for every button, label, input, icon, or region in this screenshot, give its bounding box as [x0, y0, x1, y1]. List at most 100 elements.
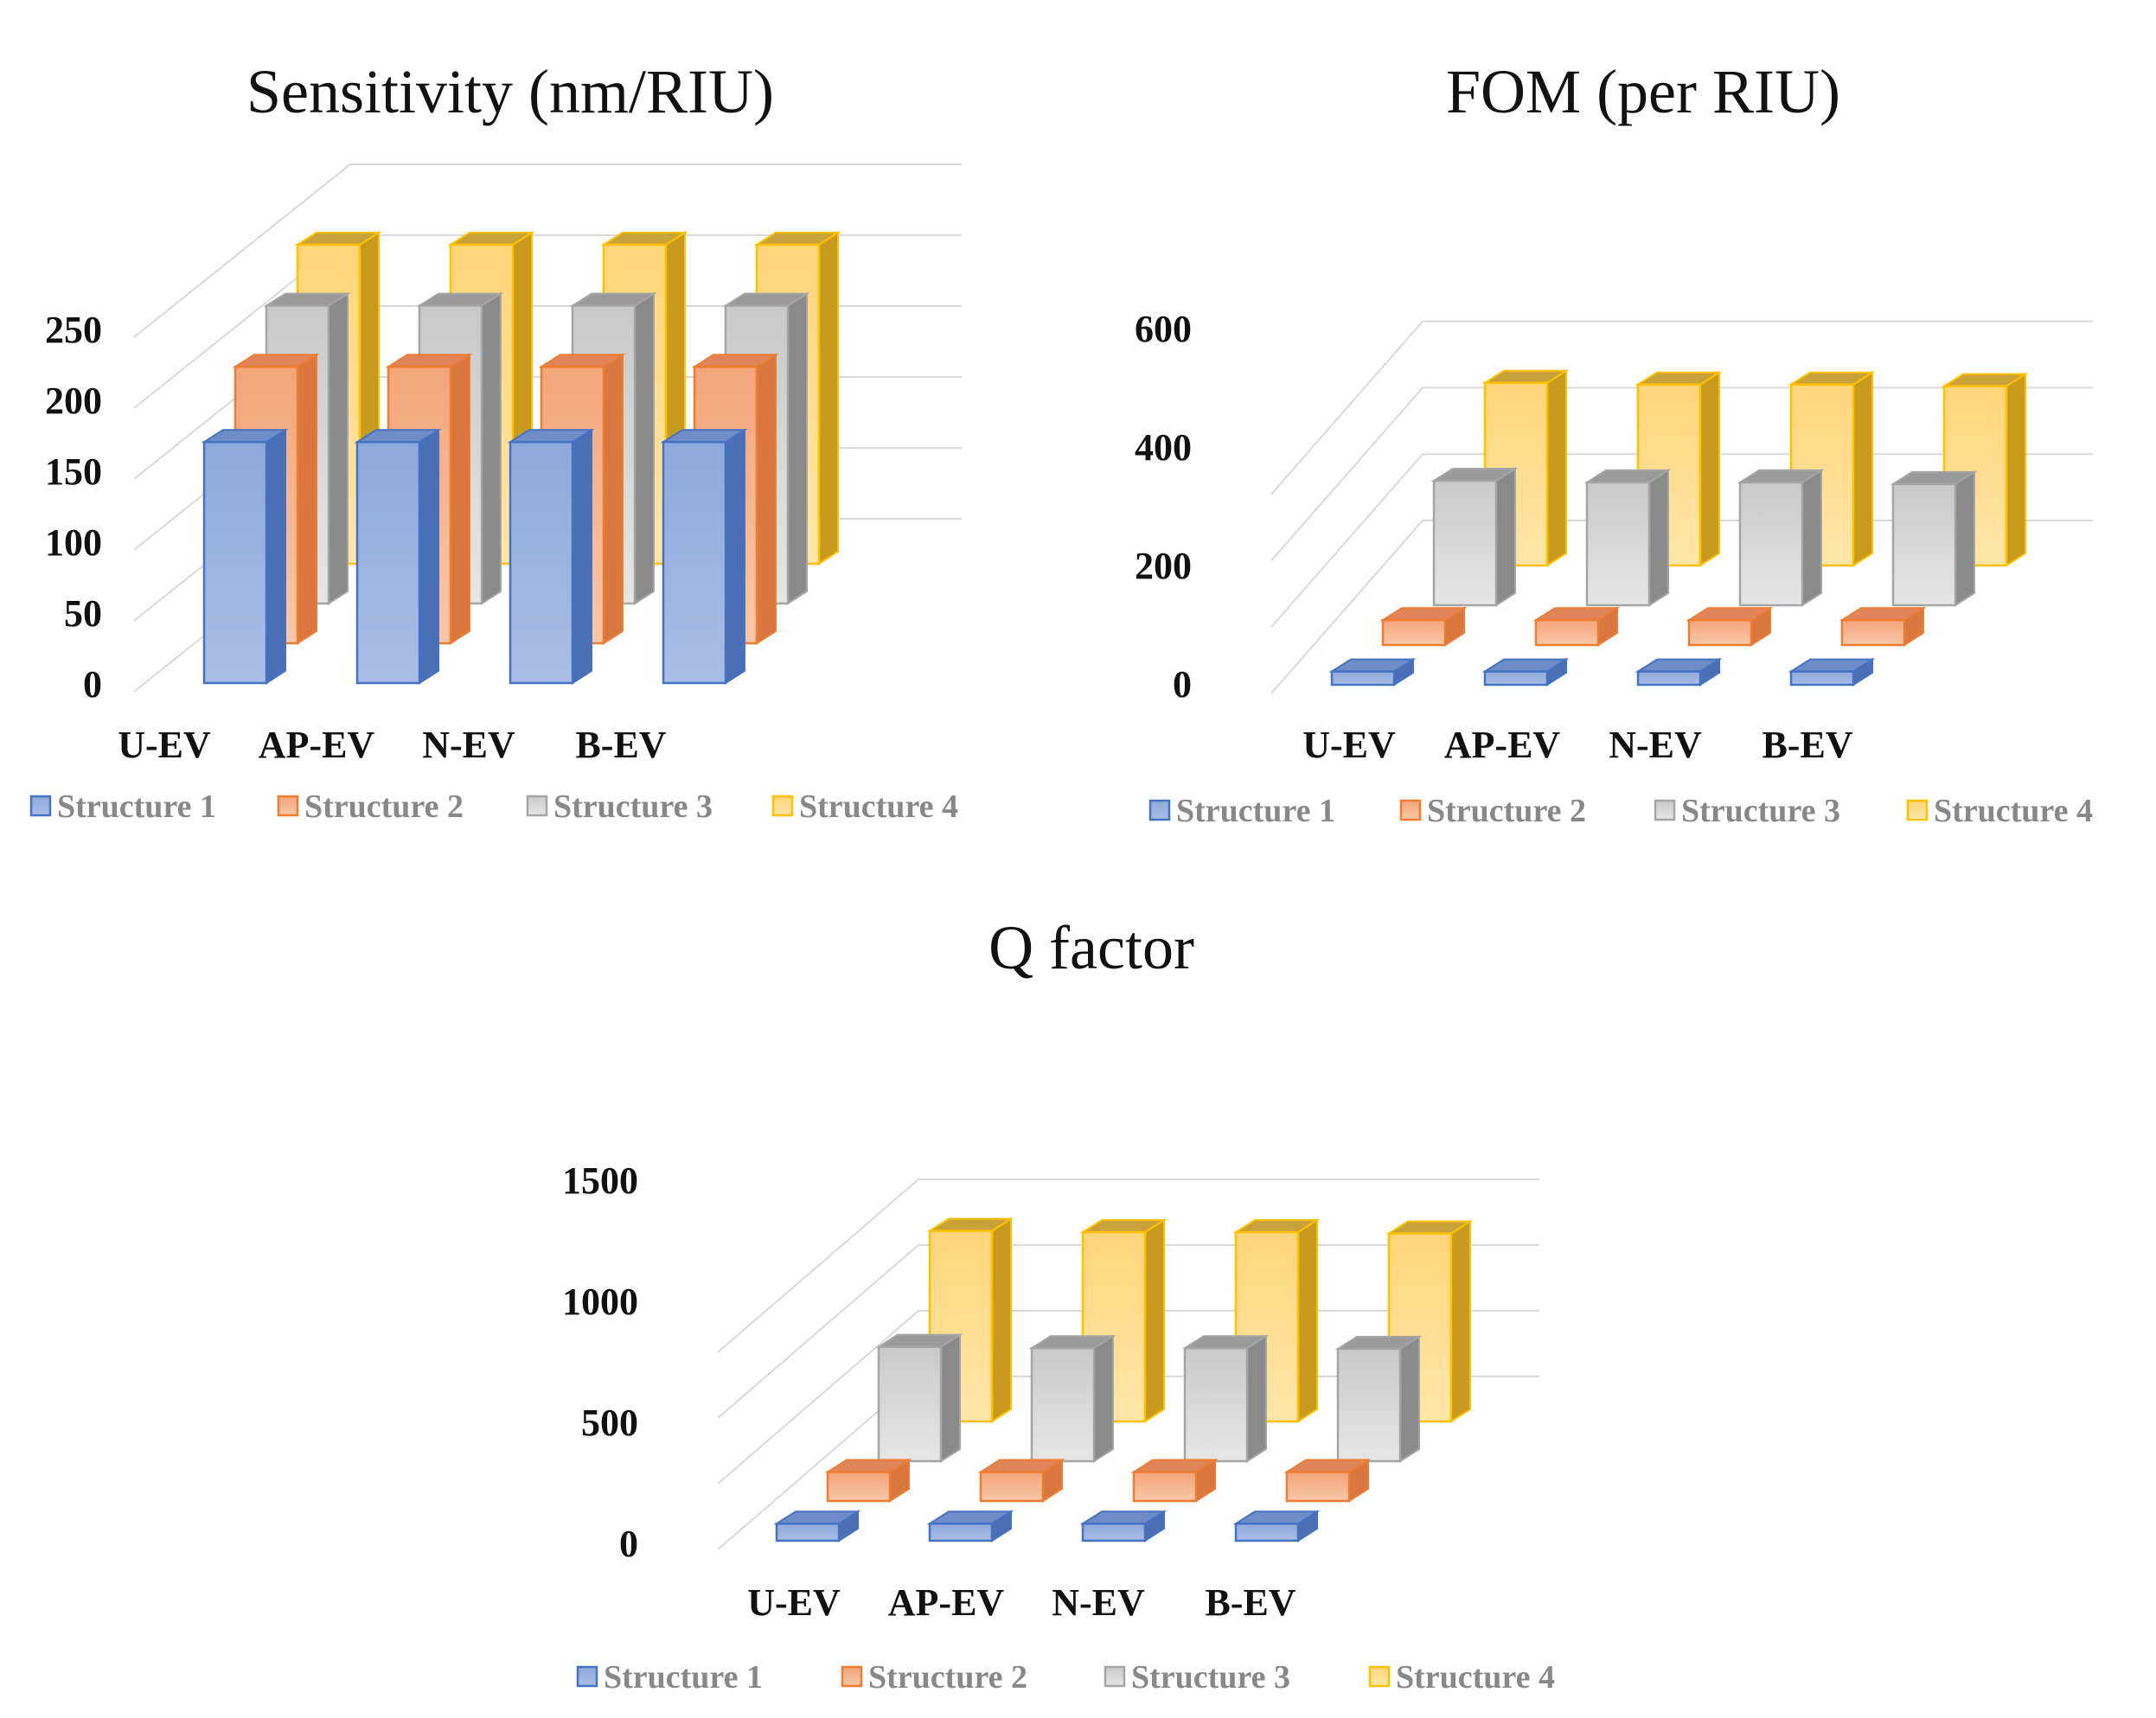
y-tick-label: 500	[581, 1402, 638, 1444]
y-tick-label: 0	[83, 663, 102, 706]
bar-structure-3-n-ev	[1737, 469, 1825, 607]
legend-item: Structure 2	[841, 1659, 1027, 1696]
legend-label: Structure 1	[57, 789, 216, 825]
bar-structure-1-b-ev	[660, 428, 748, 685]
bar-front	[826, 1471, 892, 1503]
bar-side	[1093, 1334, 1114, 1463]
y-tick-label: 200	[45, 380, 102, 422]
category-label: B-EV	[1762, 724, 1852, 766]
chart-title: Sensitivity (nm/RIU)	[246, 57, 774, 126]
legend-swatch	[277, 795, 299, 817]
bar-side	[2006, 372, 2026, 567]
bar-side	[1699, 370, 1720, 567]
bar-structure-1-n-ev	[1635, 657, 1723, 687]
bar-structure-3-n-ev	[1181, 1334, 1270, 1463]
category-label: N-EV	[1052, 1581, 1145, 1624]
legend-item: Structure 3	[1104, 1659, 1290, 1696]
bar-front	[1840, 618, 1906, 647]
bar-front	[1687, 618, 1753, 647]
bar-side	[1495, 467, 1516, 607]
bar-front	[355, 440, 421, 685]
legend-swatch	[1906, 799, 1929, 821]
bar-front	[1483, 670, 1549, 687]
legend-label: Structure 2	[1427, 793, 1586, 829]
y-tick-label: 1500	[562, 1159, 638, 1202]
category-label: N-EV	[422, 724, 515, 766]
legend-swatch	[1368, 1665, 1391, 1688]
legend-swatch	[576, 1665, 598, 1688]
bar-front	[1636, 670, 1702, 687]
y-tick-label: 1000	[562, 1281, 638, 1323]
bar-front	[1030, 1347, 1096, 1463]
chart-1: Sensitivity (nm/RIU) 0 50 100 150 200 250 U-EV A…	[29, 57, 962, 825]
bar-front	[1534, 618, 1600, 647]
y-tick-label: 400	[1135, 426, 1192, 469]
bar-structure-3-ap-ev	[1028, 1334, 1116, 1463]
bar-side	[1954, 470, 1975, 607]
bar-side	[297, 353, 317, 645]
bar-front	[1183, 1347, 1249, 1463]
bar-front	[979, 1471, 1045, 1503]
category-label: AP-EV	[259, 724, 375, 766]
bar-front	[928, 1522, 994, 1542]
legend-item: Structure 4	[1368, 1659, 1555, 1696]
bar-side	[328, 291, 349, 605]
y-tick-label: 250	[45, 309, 102, 351]
chart-title: FOM (per RIU)	[1446, 57, 1840, 126]
bar-front	[1336, 1347, 1402, 1463]
bar-side	[450, 353, 470, 645]
y-tick-label: 200	[1135, 545, 1192, 587]
bar-front	[509, 440, 574, 685]
bar-structure-2-ap-ev	[977, 1458, 1065, 1503]
bar-structure-1-b-ev	[1232, 1510, 1321, 1542]
legend-item: Structure 1	[1148, 793, 1335, 829]
bar-structure-3-ap-ev	[1583, 469, 1672, 607]
bar-side	[756, 353, 777, 645]
gridline	[717, 1178, 1539, 1353]
legend-swatch	[1654, 799, 1676, 821]
bar-side	[991, 1217, 1012, 1423]
bar-structure-2-b-ev	[1839, 606, 1927, 647]
bar-front	[662, 440, 727, 685]
legend-item: Structure 3	[526, 789, 713, 825]
gridline	[133, 163, 962, 338]
chart-title: Q factor	[988, 913, 1194, 982]
gridline	[1270, 320, 2093, 495]
bar-front	[877, 1345, 943, 1463]
bar-structure-2-u-ev	[1379, 606, 1468, 647]
legend-item: Structure 2	[277, 789, 464, 825]
chart-2: FOM (per RIU) 0 200 400 600 U-EV AP-EV N-EV B-EV…	[1135, 57, 2093, 829]
legend-label: Structure 4	[1934, 793, 2093, 829]
category-label: AP-EV	[1444, 724, 1561, 766]
bar-side	[266, 428, 286, 685]
bar-front	[1891, 482, 1957, 607]
bar-structure-1-ap-ev	[1481, 657, 1570, 687]
y-tick-label: 50	[64, 592, 102, 635]
legend-item: Structure 1	[576, 1659, 763, 1696]
category-label: AP-EV	[888, 1581, 1005, 1624]
bar-side	[940, 1332, 961, 1463]
y-tick-label: 100	[45, 521, 102, 564]
bar-side	[1297, 1218, 1318, 1423]
bar-structure-1-n-ev	[507, 428, 595, 685]
bar-structure-3-b-ev	[1334, 1335, 1423, 1463]
legend-label: Structure 3	[553, 789, 713, 825]
chart-3: Q factor 0 500 1000 1500 U-EV AP-EV N-EV B-EV Str…	[562, 913, 1555, 1696]
legend-label: Structure 1	[604, 1659, 763, 1696]
y-tick-label: 600	[1135, 308, 1192, 350]
bar-side	[1450, 1219, 1471, 1423]
bar-front	[1081, 1522, 1147, 1542]
bar-structure-2-u-ev	[824, 1458, 912, 1503]
bar-front	[1789, 670, 1855, 687]
bar-structure-1-n-ev	[1079, 1510, 1168, 1542]
bar-side	[818, 231, 839, 565]
bar-structure-2-n-ev	[1686, 606, 1774, 647]
bar-front	[1234, 1522, 1300, 1542]
legend-swatch	[526, 795, 548, 817]
legend-swatch	[771, 795, 794, 817]
legend-swatch	[29, 795, 52, 817]
legend-label: Structure 3	[1131, 1659, 1290, 1696]
bar-side	[1246, 1334, 1267, 1463]
legend-swatch	[841, 1665, 863, 1688]
gridline	[717, 1244, 1539, 1419]
